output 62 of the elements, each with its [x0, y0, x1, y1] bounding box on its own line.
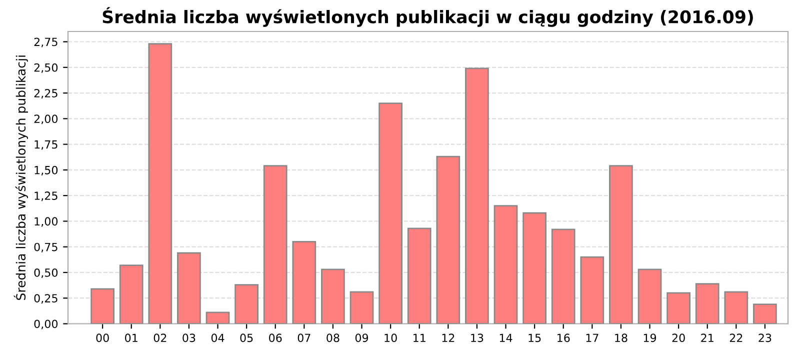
x-tick-label: 01 [125, 334, 138, 342]
x-tick-label: 17 [586, 334, 598, 342]
x-tick-label: 20 [672, 334, 685, 342]
bar [177, 252, 201, 324]
y-tick-label: 2,75 [34, 38, 58, 48]
x-tick-label: 23 [758, 334, 772, 342]
bar [609, 165, 633, 324]
x-tick-label: 21 [701, 334, 714, 342]
bar [148, 43, 172, 324]
x-tick-label: 14 [500, 334, 512, 342]
bar [206, 312, 230, 324]
y-tick-label: 0,50 [34, 268, 58, 278]
bar [695, 283, 720, 324]
y-tick-label: 1,00 [34, 217, 58, 227]
bar [234, 284, 258, 324]
bar [378, 102, 402, 324]
x-tick-label: 16 [558, 334, 570, 342]
bar [350, 291, 374, 324]
y-tick-label: 2,00 [34, 114, 58, 124]
x-tick-label: 07 [298, 334, 310, 342]
bar [580, 256, 604, 324]
bar [551, 228, 576, 324]
bar [666, 292, 690, 324]
bar [263, 165, 288, 324]
x-tick-label: 06 [269, 334, 282, 342]
bar [753, 304, 777, 324]
x-tick-label: 00 [96, 334, 109, 342]
bar [321, 268, 345, 324]
bar [90, 288, 114, 324]
x-tick-label: 05 [240, 334, 253, 342]
x-tick-label: 10 [384, 334, 397, 342]
bar [292, 241, 316, 324]
y-tick-label: 0,25 [34, 294, 58, 304]
bar [436, 156, 460, 324]
y-axis-title: Średnia liczba wyświetlonych publikacji [14, 56, 28, 300]
bar [407, 228, 432, 324]
bar [119, 264, 144, 324]
bar [724, 291, 748, 324]
x-tick-label: 11 [414, 334, 426, 342]
y-tick-label: 2,25 [34, 89, 58, 99]
x-tick-label: 13 [471, 334, 484, 342]
chart-title: Średnia liczba wyświetlonych publikacji w ciągu godziny (2016.09) [102, 7, 753, 27]
bar [494, 205, 518, 324]
x-tick-label: 12 [442, 334, 454, 342]
y-tick-label: 2,50 [34, 63, 58, 73]
x-tick-label: 02 [154, 334, 166, 342]
y-tick-label: 0,00 [34, 320, 58, 330]
bar [638, 268, 662, 324]
y-tick-label: 1,25 [34, 192, 58, 202]
y-tick-label: 1,75 [34, 140, 58, 150]
y-tick-label: 0,75 [34, 242, 58, 252]
y-tick-label: 1,50 [34, 166, 58, 176]
x-tick-label: 08 [326, 334, 340, 342]
x-tick-label: 09 [355, 334, 368, 342]
x-tick-label: 15 [528, 334, 541, 342]
x-tick-label: 18 [615, 334, 628, 342]
x-tick-label: 03 [182, 334, 196, 342]
x-tick-label: 22 [730, 334, 742, 342]
x-tick-label: 19 [644, 334, 656, 342]
bar [522, 212, 546, 324]
x-tick-label: 04 [211, 334, 224, 342]
bar [465, 68, 489, 324]
